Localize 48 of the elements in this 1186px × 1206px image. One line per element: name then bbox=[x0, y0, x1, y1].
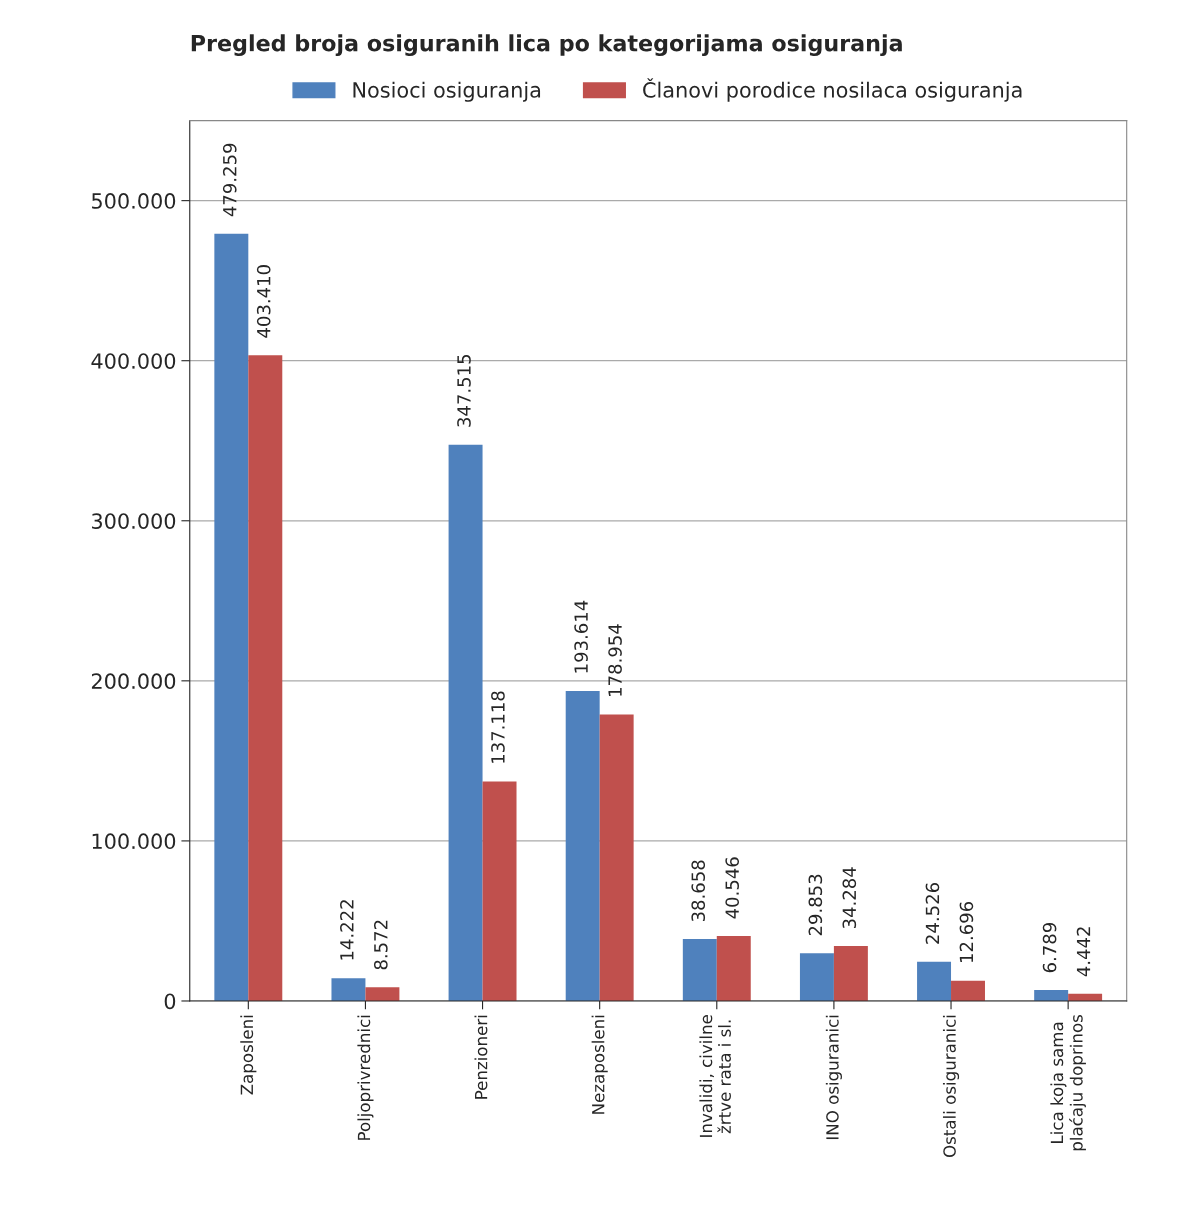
data-label: 479.259 bbox=[222, 143, 237, 217]
bar bbox=[248, 355, 283, 1001]
x-tick-label: INO osiguranici bbox=[825, 1015, 842, 1140]
chart-title: Pregled broja osiguranih lica po kategorijama osiguranja bbox=[191, 34, 902, 56]
bar bbox=[331, 978, 366, 1001]
x-tick-label: Penzioneri bbox=[474, 1015, 488, 1099]
y-tick-label: 0 bbox=[164, 993, 176, 1010]
bar bbox=[448, 444, 483, 1001]
x-tick-label: Nezaposleni bbox=[591, 1015, 608, 1114]
data-label: 8.572 bbox=[374, 920, 388, 970]
x-tick-label: Ostali osiguranici bbox=[942, 1015, 960, 1158]
data-label: 24.526 bbox=[925, 883, 940, 944]
data-label: 403.410 bbox=[256, 265, 271, 338]
data-label: 137.118 bbox=[491, 691, 505, 763]
data-label: 4.442 bbox=[1076, 927, 1091, 977]
data-label: 14.222 bbox=[340, 900, 354, 960]
x-tick-label: Zaposleni bbox=[240, 1015, 257, 1095]
data-label: 40.546 bbox=[725, 857, 740, 919]
data-label: 12.696 bbox=[959, 901, 974, 963]
data-label: 29.853 bbox=[808, 874, 823, 936]
legend-label: Članovi porodice nosilaca osiguranja bbox=[643, 78, 1022, 102]
x-tick-label: Invalidi, civilne žrtve rata i sl. bbox=[699, 1015, 731, 1137]
bar bbox=[565, 691, 600, 1001]
bar bbox=[214, 233, 249, 1001]
y-tick-label: 300.000 bbox=[92, 513, 176, 529]
bar bbox=[482, 781, 517, 1001]
bar bbox=[799, 953, 834, 1001]
y-tick-label: 500.000 bbox=[92, 193, 176, 209]
data-label: 193.614 bbox=[574, 600, 588, 673]
bar bbox=[599, 714, 634, 1001]
bar bbox=[365, 987, 400, 1001]
data-label: 38.658 bbox=[691, 860, 706, 922]
data-label: 347.515 bbox=[457, 354, 471, 427]
data-label: 34.284 bbox=[842, 867, 857, 929]
x-tick-label: Lica koja sama plaćaju doprinos bbox=[1050, 1014, 1086, 1151]
bar bbox=[917, 961, 952, 1001]
bar bbox=[716, 936, 751, 1001]
y-tick-label: 100.000 bbox=[92, 833, 176, 850]
y-tick-label: 400.000 bbox=[91, 353, 176, 369]
bar bbox=[833, 946, 868, 1001]
data-label: 178.954 bbox=[608, 624, 622, 696]
bar bbox=[951, 980, 985, 1001]
bar bbox=[682, 939, 717, 1001]
bar bbox=[1034, 990, 1069, 1001]
y-tick-label: 200.000 bbox=[91, 673, 176, 690]
legend-label: Nosioci osiguranja bbox=[353, 81, 541, 102]
data-label: 6.789 bbox=[1042, 923, 1057, 973]
x-tick-label: Poljoprivrednici bbox=[357, 1015, 374, 1140]
